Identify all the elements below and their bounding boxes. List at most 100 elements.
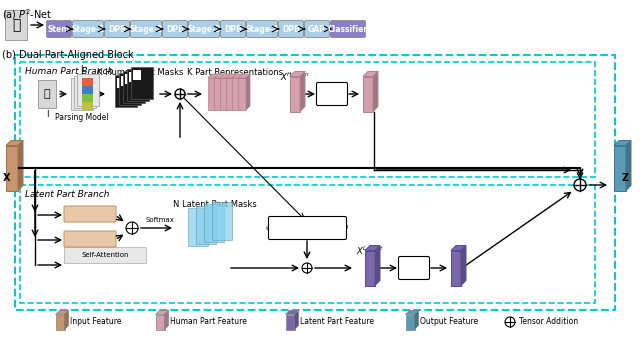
Polygon shape — [406, 310, 419, 315]
Text: L: L — [80, 65, 84, 74]
Text: X: X — [3, 173, 11, 183]
Text: Conv: Conv — [403, 264, 425, 273]
FancyBboxPatch shape — [214, 78, 222, 110]
FancyBboxPatch shape — [64, 247, 146, 263]
Circle shape — [574, 179, 586, 191]
FancyBboxPatch shape — [330, 20, 365, 37]
Polygon shape — [18, 140, 23, 191]
Text: Z: Z — [621, 173, 628, 183]
Polygon shape — [246, 74, 250, 110]
Polygon shape — [365, 246, 380, 251]
FancyBboxPatch shape — [290, 76, 300, 111]
FancyBboxPatch shape — [188, 208, 208, 246]
FancyBboxPatch shape — [64, 231, 116, 247]
Polygon shape — [461, 246, 466, 285]
Text: θ: 1×1 Conv: θ: 1×1 Conv — [68, 212, 112, 218]
Text: Self-Attention: Self-Attention — [81, 252, 129, 258]
Text: I: I — [45, 110, 48, 119]
FancyBboxPatch shape — [131, 67, 153, 99]
Text: Tensor Addition: Tensor Addition — [519, 318, 578, 327]
Text: K Human Part Masks: K Human Part Masks — [97, 68, 183, 77]
FancyBboxPatch shape — [232, 78, 240, 110]
Polygon shape — [373, 72, 378, 111]
Text: DPB: DPB — [224, 25, 242, 34]
Text: (b) Dual Part-Aligned Block: (b) Dual Part-Aligned Block — [2, 50, 134, 60]
FancyBboxPatch shape — [72, 20, 104, 37]
FancyBboxPatch shape — [208, 78, 216, 110]
FancyBboxPatch shape — [74, 76, 96, 108]
Polygon shape — [222, 74, 226, 110]
Circle shape — [175, 89, 185, 99]
FancyBboxPatch shape — [221, 20, 246, 37]
Text: DPB: DPB — [108, 25, 126, 34]
FancyBboxPatch shape — [220, 78, 228, 110]
FancyBboxPatch shape — [125, 74, 133, 84]
FancyBboxPatch shape — [77, 74, 99, 106]
FancyBboxPatch shape — [104, 20, 129, 37]
FancyBboxPatch shape — [82, 78, 93, 86]
Text: Softmax: Softmax — [145, 217, 174, 223]
Text: K Part Representations: K Part Representations — [187, 68, 283, 77]
FancyBboxPatch shape — [131, 20, 161, 37]
Polygon shape — [240, 74, 244, 110]
FancyBboxPatch shape — [365, 251, 375, 285]
Polygon shape — [56, 310, 68, 315]
FancyBboxPatch shape — [133, 70, 141, 80]
Text: GAP: GAP — [308, 25, 326, 34]
Text: Stage-2: Stage-2 — [129, 25, 163, 34]
FancyBboxPatch shape — [226, 78, 234, 110]
Text: Φ: 1×1 Conv: Φ: 1×1 Conv — [68, 237, 113, 243]
FancyBboxPatch shape — [363, 76, 373, 111]
FancyBboxPatch shape — [285, 315, 294, 329]
Polygon shape — [208, 74, 220, 78]
FancyBboxPatch shape — [269, 217, 346, 239]
Polygon shape — [363, 72, 378, 76]
FancyBboxPatch shape — [406, 315, 415, 329]
Polygon shape — [232, 74, 244, 78]
Text: Human Part Feature: Human Part Feature — [170, 318, 247, 327]
Polygon shape — [626, 140, 631, 191]
FancyBboxPatch shape — [6, 146, 18, 191]
FancyBboxPatch shape — [189, 20, 220, 37]
Polygon shape — [614, 140, 631, 146]
Text: Human Part Branch: Human Part Branch — [25, 67, 113, 76]
FancyBboxPatch shape — [121, 76, 129, 86]
Polygon shape — [226, 74, 238, 78]
FancyBboxPatch shape — [204, 204, 224, 242]
Circle shape — [302, 263, 312, 273]
Polygon shape — [290, 72, 305, 76]
FancyBboxPatch shape — [115, 75, 137, 107]
FancyBboxPatch shape — [5, 10, 27, 40]
Text: Stage-3: Stage-3 — [188, 25, 221, 34]
Polygon shape — [228, 74, 232, 110]
FancyBboxPatch shape — [64, 206, 116, 222]
Polygon shape — [216, 74, 220, 110]
Polygon shape — [6, 140, 23, 146]
FancyBboxPatch shape — [71, 78, 93, 110]
FancyBboxPatch shape — [156, 315, 164, 329]
Polygon shape — [234, 74, 238, 110]
Polygon shape — [156, 310, 168, 315]
Polygon shape — [214, 74, 226, 78]
Text: Input Feature: Input Feature — [70, 318, 122, 327]
Polygon shape — [451, 246, 466, 251]
Text: Output Feature: Output Feature — [420, 318, 478, 327]
FancyBboxPatch shape — [196, 206, 216, 244]
FancyBboxPatch shape — [123, 71, 145, 103]
FancyBboxPatch shape — [614, 146, 626, 191]
Polygon shape — [300, 72, 305, 111]
FancyBboxPatch shape — [119, 73, 141, 105]
Text: 🚶: 🚶 — [44, 89, 51, 99]
FancyBboxPatch shape — [212, 202, 232, 240]
Text: $X^{Human}$: $X^{Human}$ — [280, 71, 310, 83]
FancyBboxPatch shape — [82, 94, 93, 102]
Text: (a) $P^2$-Net: (a) $P^2$-Net — [2, 7, 52, 22]
FancyBboxPatch shape — [451, 251, 461, 285]
FancyBboxPatch shape — [47, 20, 72, 37]
Polygon shape — [415, 310, 419, 329]
Polygon shape — [294, 310, 298, 329]
Text: Classifier: Classifier — [328, 25, 368, 34]
FancyBboxPatch shape — [82, 102, 93, 110]
Text: Latent Part Branch: Latent Part Branch — [25, 190, 109, 199]
FancyBboxPatch shape — [238, 78, 246, 110]
